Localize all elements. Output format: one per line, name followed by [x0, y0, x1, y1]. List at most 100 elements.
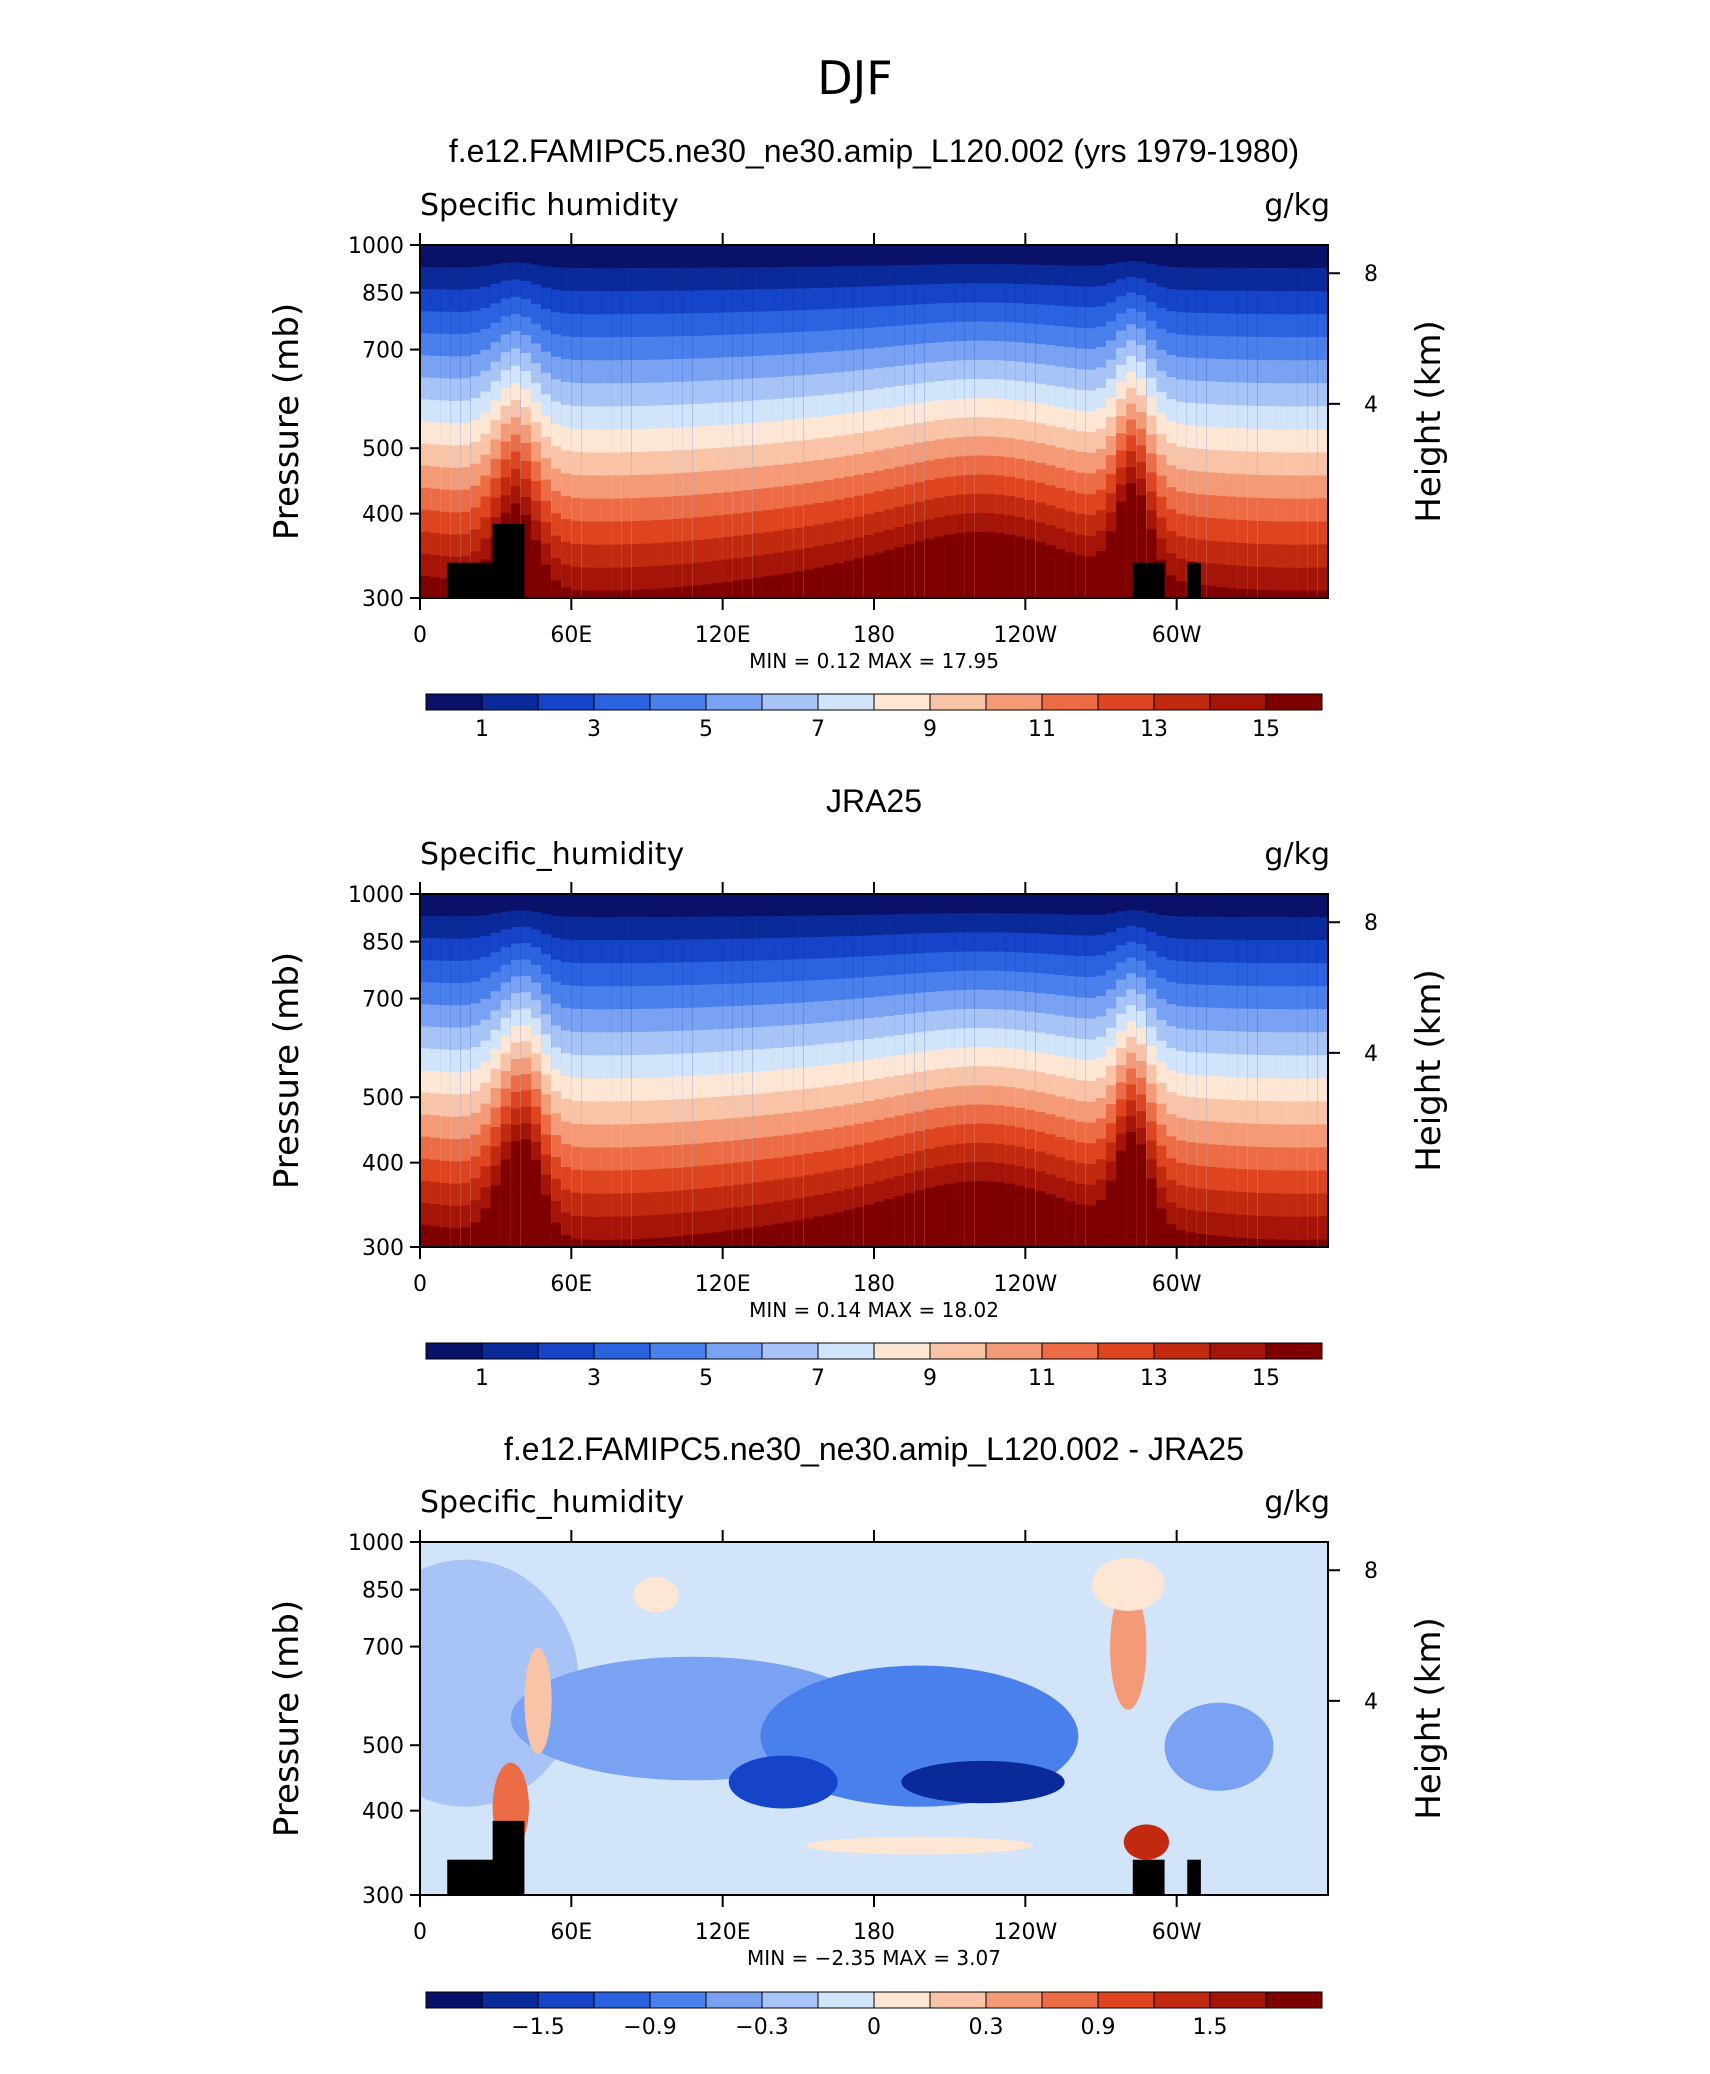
colorbar-label: 5: [699, 1366, 713, 1391]
field-cell: [863, 555, 875, 598]
field-cell: [551, 580, 563, 598]
field-cell: [985, 1181, 997, 1247]
terrain-mask: [1132, 562, 1165, 598]
colorbar-swatch: [481, 1342, 539, 1360]
field-cell: [1307, 590, 1319, 598]
field-cell: [672, 1236, 684, 1247]
colorbar-label: −1.5: [511, 2015, 564, 2040]
field-cell: [884, 1199, 896, 1247]
y-tick-label: 700: [362, 339, 404, 364]
field-cell: [702, 1233, 714, 1247]
y-tick-label: 700: [362, 1636, 404, 1661]
field-cell: [833, 563, 845, 598]
field-cell: [682, 563, 694, 598]
variable-label: Specific_humidity: [420, 1485, 684, 1520]
variable-label: Specific humidity: [420, 188, 679, 223]
colorbar-swatch: [873, 693, 931, 711]
colorbar-swatch: [537, 1991, 595, 2009]
field-cell: [1206, 1212, 1218, 1247]
colorbar-label: 0.9: [1081, 2015, 1116, 2040]
field-cell: [440, 1227, 452, 1247]
field-cell: [1015, 1185, 1027, 1247]
field-cell: [652, 588, 664, 598]
field-cell: [1186, 1209, 1198, 1247]
colorbar-swatch: [649, 1991, 707, 2009]
field-cell: [430, 1226, 442, 1247]
field-cell: [642, 1215, 654, 1247]
field-cell: [1196, 584, 1208, 598]
colorbar-label: 0.3: [969, 2015, 1004, 2040]
field-cell: [440, 1205, 452, 1247]
field-cell: [813, 567, 825, 598]
colorbar-swatch: [425, 1991, 483, 2009]
colorbar-swatch: [1097, 693, 1155, 711]
colorbar-swatch: [425, 693, 483, 711]
field-cell: [1267, 590, 1279, 598]
y-axis-label: Pressure (mb): [267, 1600, 307, 1837]
colorbar-swatch: [1209, 1342, 1267, 1360]
field-cell: [1176, 1207, 1188, 1247]
field-cell: [520, 515, 532, 598]
chart-panel-2: JRA25 Specific_humidity g/kg 0 60E 120E 180 120…: [267, 783, 1449, 1391]
field-cell: [773, 574, 785, 598]
field-cell: [1297, 567, 1309, 598]
min-max-stats: MIN = 0.14 MAX = 18.02: [749, 1298, 999, 1322]
field-cell: [995, 533, 1007, 598]
colorbar-swatch: [1153, 693, 1211, 711]
field-cell: [712, 1232, 724, 1247]
field-cell: [581, 1239, 593, 1247]
field: [420, 245, 1328, 598]
colorbar-swatch: [593, 1991, 651, 2009]
y-axis-label: Pressure (mb): [267, 952, 307, 1189]
field-patch: [1123, 1824, 1170, 1860]
field-cell: [853, 1207, 865, 1247]
field-cell: [1307, 1216, 1319, 1247]
field-cell: [460, 1227, 472, 1247]
colorbar-swatch: [1153, 1991, 1211, 2009]
field-cell: [611, 590, 623, 598]
colorbar-swatch: [929, 693, 987, 711]
field-cell: [1297, 590, 1309, 598]
field-cell: [914, 1190, 926, 1247]
field-cell: [1106, 531, 1118, 598]
field-cell: [470, 1222, 482, 1247]
x-tick-label: 0: [413, 623, 427, 648]
field-cell: [974, 1181, 986, 1247]
field-cell: [823, 565, 835, 598]
field-cell: [631, 567, 643, 598]
colorbar-swatch: [761, 1991, 819, 2009]
field-cell: [914, 541, 926, 598]
colorbar-swatch: [929, 1991, 987, 2009]
field-cell: [833, 1212, 845, 1247]
field-cell: [1247, 1238, 1259, 1247]
field-cell: [944, 1183, 956, 1247]
field-cell: [1196, 1233, 1208, 1247]
figure-title: DJF: [817, 51, 892, 105]
field-cell: [662, 565, 674, 598]
x-tick-label: 180: [853, 1272, 895, 1297]
field-cell: [581, 590, 593, 598]
field-cell: [763, 1203, 775, 1247]
field-cell: [995, 1182, 1007, 1247]
field-cell: [793, 571, 805, 598]
field-cell: [752, 577, 764, 598]
field-cell: [541, 1194, 553, 1247]
field-cell: [591, 1216, 603, 1247]
colorbar-swatch: [1265, 693, 1323, 711]
field-cell: [742, 1205, 754, 1247]
field-cell: [1186, 1232, 1198, 1247]
x-tick-label: 60E: [550, 1920, 592, 1945]
colorbar-swatch: [817, 1991, 875, 2009]
y2-axis-label: Height (km): [1409, 1617, 1449, 1820]
field-cell: [652, 1215, 664, 1247]
colorbar-swatch: [1041, 693, 1099, 711]
field-cell: [631, 1239, 643, 1247]
field-cell: [1055, 548, 1067, 598]
colorbar-swatch: [873, 1991, 931, 2009]
field-cell: [591, 567, 603, 598]
field-cell: [712, 560, 724, 598]
colorbar-swatch: [1097, 1991, 1155, 2009]
colorbar-swatch: [761, 1342, 819, 1360]
field-cell: [924, 1187, 936, 1247]
field-cell: [1247, 589, 1259, 598]
